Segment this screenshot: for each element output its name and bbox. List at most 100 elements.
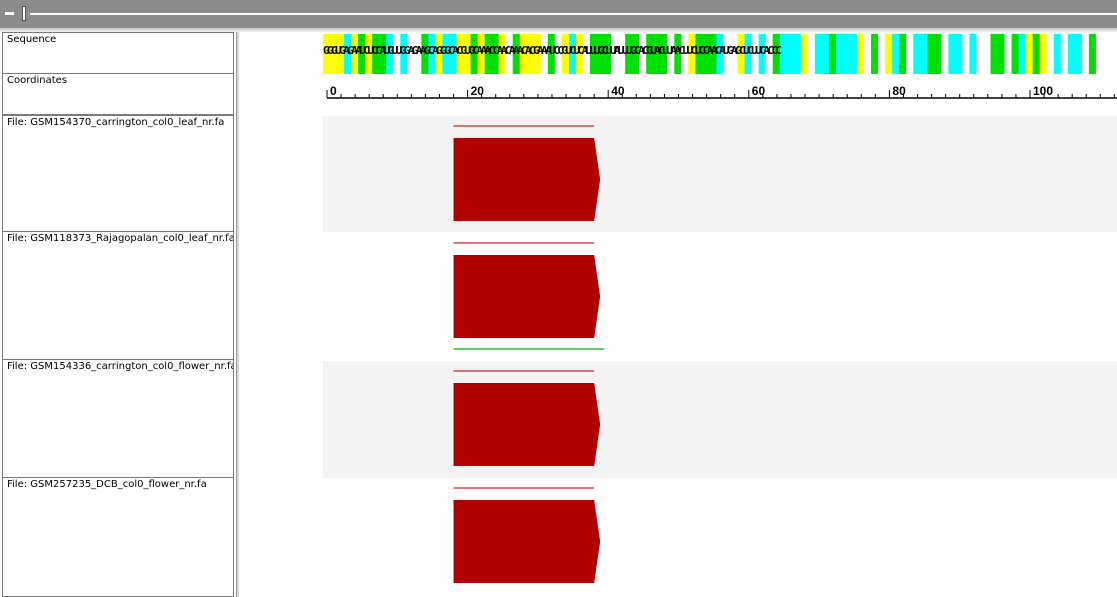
base-cell [892, 34, 900, 74]
base-cell [920, 34, 928, 74]
base-cell [330, 34, 338, 74]
base-cell [505, 34, 514, 74]
base-cell [351, 34, 359, 74]
base-cell [786, 34, 795, 74]
base-cell [1011, 34, 1019, 74]
track-background [323, 361, 1117, 478]
base-cell [547, 34, 556, 74]
base-cell [1088, 34, 1097, 74]
base-cell [646, 34, 654, 74]
file-label-2[interactable]: File: GSM118373_Rajagopalan_col0_leaf_nr… [2, 232, 234, 360]
ruler-tick-label: 20 [471, 84, 485, 98]
base-cell [442, 34, 450, 74]
base-cell [765, 34, 773, 74]
base-cell [688, 34, 696, 74]
base-cell [1039, 34, 1048, 74]
base-cell [632, 34, 640, 74]
base-cell [681, 34, 689, 74]
base-cell [540, 34, 549, 74]
read-block[interactable] [453, 255, 601, 338]
base-cell [997, 34, 1005, 74]
base-cell [1046, 34, 1055, 74]
base-cell [582, 34, 591, 74]
collapse-button[interactable] [5, 11, 15, 16]
base-cell [821, 34, 830, 74]
file-label-3[interactable]: File: GSM154336_carrington_col0_flower_n… [2, 360, 234, 478]
track-background [323, 116, 1117, 232]
base-cell [365, 34, 373, 74]
base-cell [941, 34, 949, 74]
base-cell [512, 34, 521, 74]
read-block[interactable] [453, 500, 601, 583]
base-cell [814, 34, 823, 74]
base-cell [533, 34, 542, 74]
base-cell [323, 34, 331, 74]
read-block[interactable] [453, 138, 601, 221]
base-cell [758, 34, 766, 74]
base-cell [568, 34, 577, 74]
title-bar-background [0, 0, 1117, 30]
base-cell [709, 34, 717, 74]
base-cell [934, 34, 942, 74]
panel-divider[interactable] [236, 32, 239, 597]
base-cell [976, 34, 984, 74]
base-cell [962, 34, 970, 74]
file-label-4[interactable]: File: GSM257235_DCB_col0_flower_nr.fa [2, 478, 234, 597]
base-cell [386, 34, 394, 74]
base-cell [400, 34, 408, 74]
base-cell [730, 34, 738, 74]
base-cell [828, 34, 837, 74]
base-cell [1074, 34, 1083, 74]
base-cell [885, 34, 893, 74]
base-cell [1018, 34, 1026, 74]
coordinates-label: Coordinates [2, 74, 234, 115]
base-cell [878, 34, 886, 74]
track-label-panel: Sequence Coordinates File: GSM154370_car… [0, 32, 236, 597]
base-cell [526, 34, 535, 74]
base-cell [1109, 34, 1117, 74]
base-cell [1095, 34, 1104, 74]
base-cell [604, 34, 612, 74]
base-cell [597, 34, 605, 74]
base-cell [519, 34, 528, 74]
base-cell [969, 34, 977, 74]
base-cell [449, 34, 457, 74]
base-cell [716, 34, 724, 74]
base-cell [772, 34, 781, 74]
base-cell [1004, 34, 1012, 74]
base-cell [983, 34, 991, 74]
base-cell [337, 34, 345, 74]
base-cell [1102, 34, 1111, 74]
base-cell [751, 34, 759, 74]
base-cell [456, 34, 464, 74]
splitter-handle[interactable] [22, 6, 26, 21]
base-cell [660, 34, 668, 74]
base-cell [779, 34, 788, 74]
base-cell [575, 34, 584, 74]
base-cell [639, 34, 647, 74]
base-cell [590, 34, 598, 74]
base-cell [625, 34, 633, 74]
base-cell [414, 34, 422, 74]
base-cell [906, 34, 914, 74]
base-cell [990, 34, 998, 74]
base-cell [871, 34, 879, 74]
base-cell [611, 34, 619, 74]
base-cell [421, 34, 429, 74]
base-cell [1025, 34, 1033, 74]
file-label-1[interactable]: File: GSM154370_carrington_col0_leaf_nr.… [2, 115, 234, 232]
base-cell [1067, 34, 1076, 74]
base-cell [927, 34, 935, 74]
base-cell [653, 34, 661, 74]
base-cell [477, 34, 485, 74]
read-block[interactable] [453, 383, 601, 466]
minus-icon [5, 12, 14, 15]
base-cell [484, 34, 492, 74]
base-cell [667, 34, 675, 74]
sequence-text: GGGUGAGAAUCUCCAUGUUGGAGAAGCAGGGCACGUGCAA… [323, 44, 782, 57]
base-cell [793, 34, 802, 74]
base-cell [842, 34, 851, 74]
base-cell [618, 34, 626, 74]
base-cell [864, 34, 872, 74]
ruler-tick-label: 60 [752, 84, 766, 98]
